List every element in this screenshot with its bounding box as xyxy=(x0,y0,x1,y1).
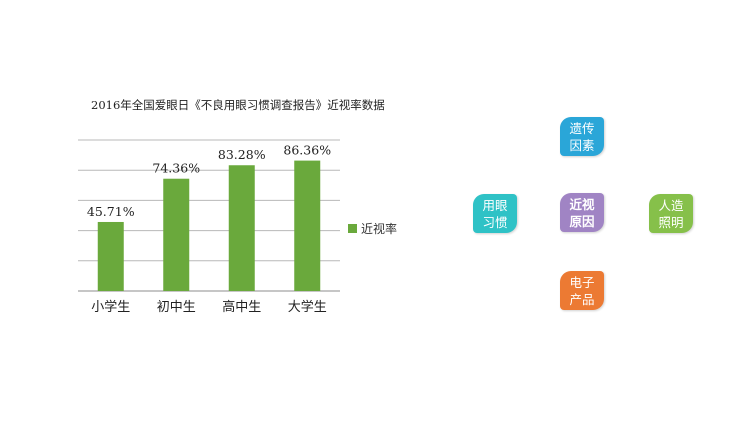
diagram-node-right: 人造照明 xyxy=(649,194,693,233)
legend-label: 近视率 xyxy=(361,222,398,236)
bar xyxy=(228,165,255,291)
diagram-node-left: 用眼习惯 xyxy=(473,194,517,233)
data-label: 86.36% xyxy=(283,143,331,158)
diagram-node-center-label: 近视原因 xyxy=(569,196,595,229)
x-tick-label: 大学生 xyxy=(288,299,327,315)
chart-title: 2016年全国爱眼日《不良用眼习惯调查报告》近视率数据 xyxy=(91,98,385,112)
data-label: 45.71% xyxy=(87,204,135,219)
diagram-node-bottom: 电子产品 xyxy=(560,271,604,310)
bar xyxy=(163,178,190,291)
diagram-node-center: 近视原因 xyxy=(560,193,604,232)
legend-swatch xyxy=(348,224,357,233)
diagram-node-right-label: 人造照明 xyxy=(658,197,684,230)
x-tick-label: 小学生 xyxy=(91,299,130,315)
diagram-node-bottom-label: 电子产品 xyxy=(569,274,595,307)
x-tick-label: 高中生 xyxy=(222,299,261,315)
bar xyxy=(294,160,321,291)
diagram-node-top-label: 遗传因素 xyxy=(569,120,595,153)
diagram-node-left-label: 用眼习惯 xyxy=(482,197,508,230)
x-tick-label: 初中生 xyxy=(157,300,196,315)
diagram-node-top: 遗传因素 xyxy=(560,117,604,156)
chart-legend: 近视率 xyxy=(348,220,397,237)
data-label: 83.28% xyxy=(218,147,266,162)
data-label: 74.36% xyxy=(152,161,200,176)
bar xyxy=(97,221,124,291)
